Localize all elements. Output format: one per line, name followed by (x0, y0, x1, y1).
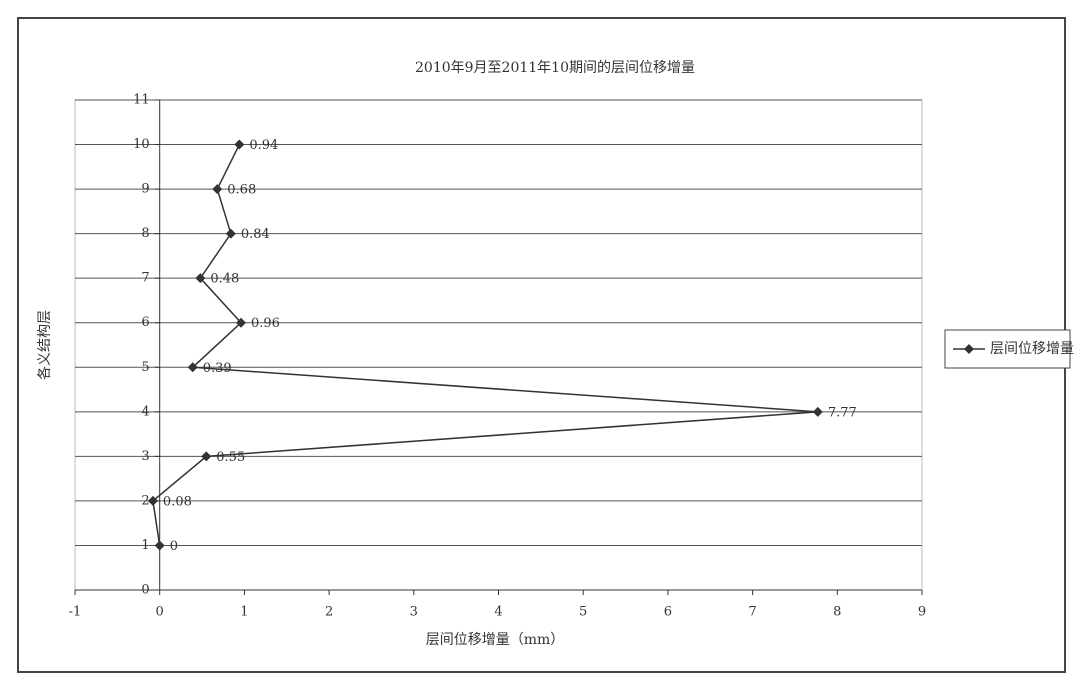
y-tick-label: 10 (133, 137, 150, 152)
data-point (234, 139, 245, 150)
x-tick-label: 6 (664, 605, 672, 620)
data-point (195, 273, 206, 284)
data-point (201, 451, 212, 462)
y-tick-label: 8 (141, 226, 149, 241)
y-tick-label: 3 (141, 449, 149, 464)
x-tick-label: 4 (494, 605, 502, 620)
frame (17, 17, 1066, 673)
y-axis-label: 各义结构层 (37, 310, 53, 380)
data-point (236, 317, 247, 328)
x-tick-label: 8 (833, 605, 841, 620)
y-tick-label: 7 (141, 271, 149, 286)
y-tick-label: 1 (141, 538, 149, 553)
y-tick-label: 4 (141, 404, 149, 419)
data-label: 0.96 (251, 316, 280, 331)
x-tick-label: 1 (240, 605, 248, 620)
x-tick-label: 9 (918, 605, 926, 620)
data-point (187, 362, 198, 373)
y-tick-label: 6 (141, 315, 149, 330)
y-tick-label: 5 (141, 360, 149, 375)
data-label: 0.94 (249, 138, 278, 153)
x-tick-label: 2 (325, 605, 333, 620)
x-tick-label: -1 (69, 605, 82, 620)
data-label: 0.08 (163, 494, 192, 509)
data-label: 0.48 (210, 272, 239, 287)
legend: 层间位移增量 (944, 329, 1074, 369)
data-label: 7.77 (828, 405, 857, 420)
y-tick-label: 11 (133, 93, 150, 108)
data-line (152, 144, 818, 546)
data-label: 0.68 (227, 183, 256, 198)
data-label: 0.84 (241, 227, 270, 242)
data-point (147, 495, 158, 506)
data-label: 0 (170, 539, 178, 554)
data-label: 0.39 (203, 361, 232, 376)
data-label: 0.55 (216, 450, 245, 465)
x-tick-label: 3 (410, 605, 418, 620)
x-tick-label: 7 (748, 605, 756, 620)
x-axis-label: 层间位移增量（mm） (426, 632, 565, 648)
legend-label: 层间位移增量 (990, 341, 1074, 357)
data-point (812, 406, 823, 417)
data-point (225, 228, 236, 239)
x-tick-label: 5 (579, 605, 587, 620)
x-tick-label: 0 (156, 605, 164, 620)
legend-marker (964, 344, 974, 354)
chart-title: 2010年9月至2011年10期间的层间位移增量 (415, 60, 695, 76)
y-tick-label: 9 (141, 182, 149, 197)
y-tick-label: 2 (141, 493, 149, 508)
data-point (212, 184, 223, 195)
data-point (154, 540, 165, 551)
